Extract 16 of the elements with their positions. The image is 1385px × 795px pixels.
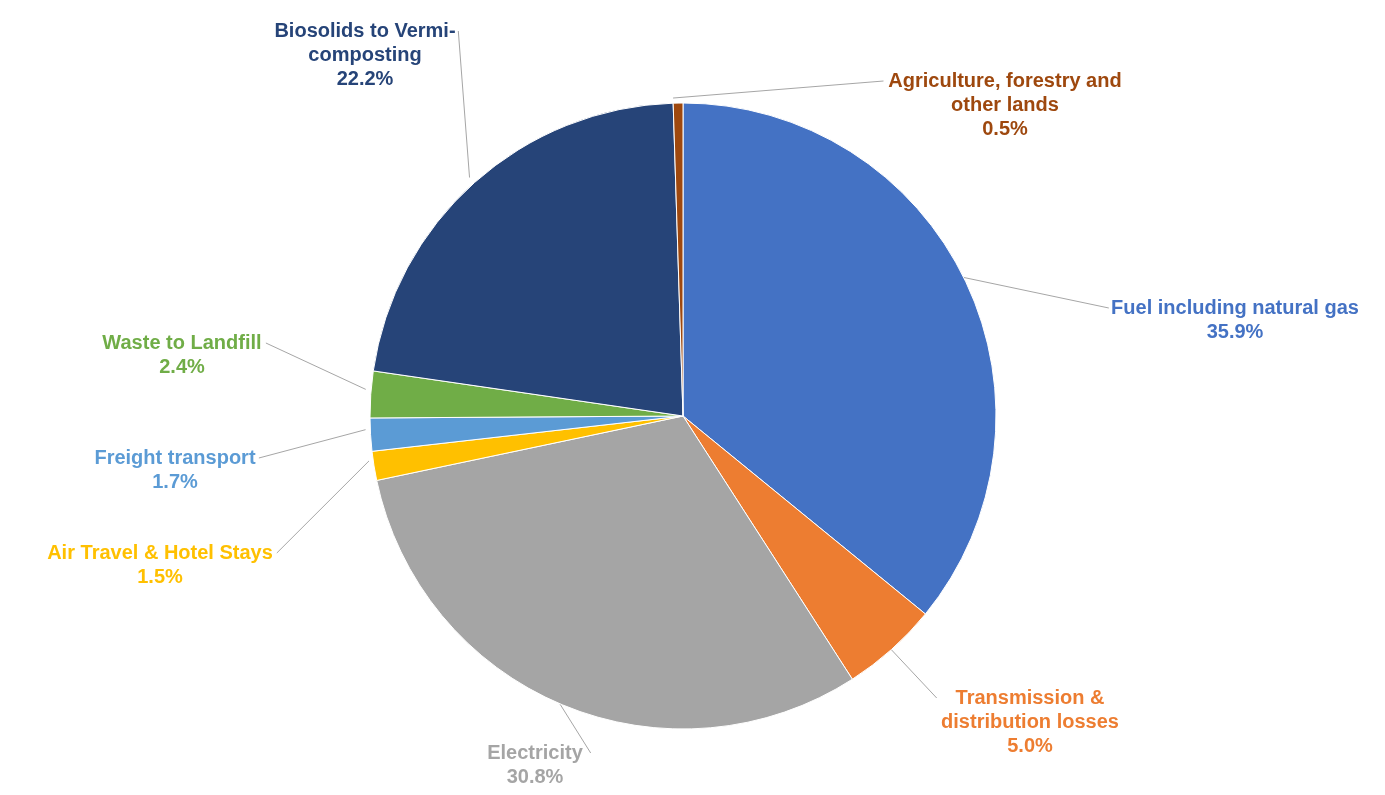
data-label: 35.9% bbox=[1206, 320, 1264, 342]
data-label: 5.0% bbox=[1007, 734, 1054, 756]
slice-label: Biosolids to Vermi-composting bbox=[274, 19, 456, 65]
slice-label: Transmission & distribution losses bbox=[941, 686, 1119, 732]
data-label: 0.5% bbox=[982, 117, 1029, 139]
data-label: 30.8% bbox=[506, 765, 564, 787]
slice-label: Air Travel & Hotel Stays bbox=[47, 541, 273, 563]
data-label: 22.2% bbox=[336, 67, 394, 89]
slice-label: Fuel including natural gas bbox=[1111, 296, 1359, 318]
data-label: 2.4% bbox=[159, 355, 206, 377]
data-label: 1.5% bbox=[137, 565, 184, 587]
data-label: 1.7% bbox=[152, 470, 199, 492]
slice-label: Electricity bbox=[487, 741, 584, 763]
slice-label: Agriculture, forestry and other lands bbox=[888, 69, 1122, 115]
slice-label: Freight transport bbox=[94, 446, 256, 468]
slice-label: Waste to Landfill bbox=[102, 331, 262, 353]
